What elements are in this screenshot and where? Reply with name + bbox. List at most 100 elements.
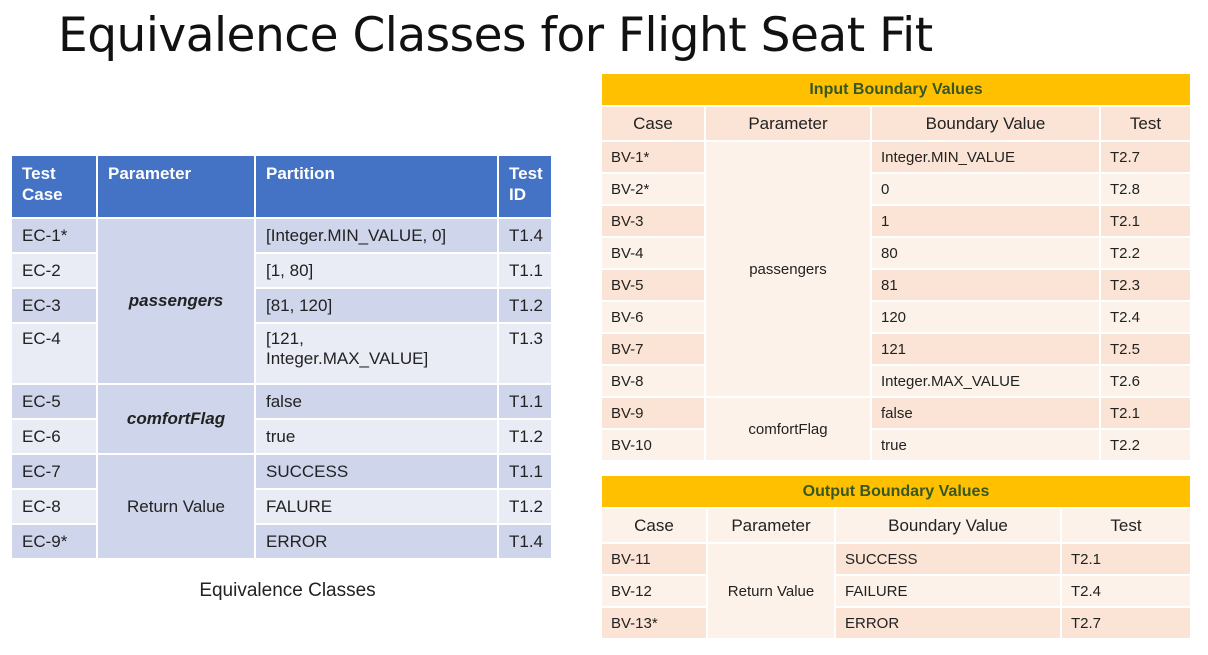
case-cell: BV-7 bbox=[600, 332, 706, 366]
case-cell: EC-3 bbox=[10, 287, 98, 324]
case-cell: BV-11 bbox=[600, 542, 708, 576]
test-cell: T2.1 bbox=[1098, 204, 1193, 238]
test-cell: T2.4 bbox=[1060, 574, 1192, 608]
boundary-value-cell: 121 bbox=[870, 332, 1101, 366]
partition-cell: [1, 80] bbox=[254, 252, 499, 289]
case-cell: BV-5 bbox=[600, 268, 706, 302]
test-cell: T2.6 bbox=[1098, 364, 1193, 398]
partition-cell: [81, 120] bbox=[254, 287, 499, 324]
boundary-value-cell: SUCCESS bbox=[834, 542, 1062, 576]
test-cell: T2.2 bbox=[1098, 236, 1193, 270]
table-row: EC-5 comfortFlag false T1.1 bbox=[10, 383, 553, 455]
boundary-value-cell: 120 bbox=[870, 300, 1101, 334]
table-header-row: Case Parameter Boundary Value Test bbox=[600, 507, 1192, 544]
boundary-value-cell: 81 bbox=[870, 268, 1101, 302]
parameter-cell: Return Value bbox=[96, 453, 256, 560]
boundary-value-cell: 80 bbox=[870, 236, 1101, 270]
column-header-parameter: Parameter bbox=[706, 507, 836, 544]
test-id-cell: T1.2 bbox=[497, 418, 553, 455]
table-row: BV-10 true T2.2 bbox=[600, 428, 1193, 462]
test-id-cell: T1.3 bbox=[497, 322, 553, 385]
table-row: EC-1* passengers [Integer.MIN_VALUE, 0] … bbox=[10, 217, 553, 385]
table-row: EC-6 true T1.2 bbox=[10, 418, 553, 455]
test-id-cell: T1.4 bbox=[497, 217, 553, 254]
table-row: BV-2* 0 T2.8 bbox=[600, 172, 1193, 206]
test-id-cell: T1.2 bbox=[497, 287, 553, 324]
test-id-cell: T1.4 bbox=[497, 523, 553, 560]
case-cell: BV-8 bbox=[600, 364, 706, 398]
boundary-value-cell: Integer.MAX_VALUE bbox=[870, 364, 1101, 398]
table-row: BV-1* passengers Integer.MIN_VALUE T2.7 bbox=[600, 140, 1193, 398]
partition-cell: true bbox=[254, 418, 499, 455]
column-header-parameter: Parameter bbox=[704, 105, 872, 142]
column-header-parameter: Parameter bbox=[96, 154, 256, 219]
case-cell: EC-1* bbox=[10, 217, 98, 254]
case-cell: BV-1* bbox=[600, 140, 706, 174]
input-boundary-values-table: Input Boundary Values Case Parameter Bou… bbox=[599, 72, 1193, 462]
case-cell: BV-10 bbox=[600, 428, 706, 462]
table-row: EC-8 FALURE T1.2 bbox=[10, 488, 553, 525]
test-cell: T2.3 bbox=[1098, 268, 1193, 302]
table-header-row: Test Case Parameter Partition Test ID bbox=[10, 154, 553, 219]
case-cell: EC-4 bbox=[10, 322, 98, 385]
table-row: BV-11 Return Value SUCCESS T2.1 bbox=[600, 542, 1192, 640]
test-cell: T2.1 bbox=[1060, 542, 1192, 576]
column-header-partition: Partition bbox=[254, 154, 499, 219]
table-row: BV-3 1 T2.1 bbox=[600, 204, 1193, 238]
table-header-row: Case Parameter Boundary Value Test bbox=[600, 105, 1193, 142]
parameter-cell: passengers bbox=[96, 217, 256, 385]
output-boundary-values-heading: Output Boundary Values bbox=[600, 474, 1192, 509]
case-cell: BV-3 bbox=[600, 204, 706, 238]
table-row: EC-7 Return Value SUCCESS T1.1 bbox=[10, 453, 553, 560]
partition-cell: SUCCESS bbox=[254, 453, 499, 490]
column-header-test: Test bbox=[1098, 105, 1193, 142]
equivalence-classes-table: Test Case Parameter Partition Test ID EC… bbox=[10, 154, 553, 560]
test-id-cell: T1.1 bbox=[497, 453, 553, 490]
case-cell: BV-9 bbox=[600, 396, 706, 430]
table-row: BV-5 81 T2.3 bbox=[600, 268, 1193, 302]
partition-cell: [Integer.MIN_VALUE, 0] bbox=[254, 217, 499, 254]
table-row: EC-9* ERROR T1.4 bbox=[10, 523, 553, 560]
table-row: BV-7 121 T2.5 bbox=[600, 332, 1193, 366]
parameter-cell: passengers bbox=[704, 140, 872, 398]
table-caption: Equivalence Classes bbox=[199, 580, 376, 601]
boundary-value-cell: true bbox=[870, 428, 1101, 462]
partition-cell: false bbox=[254, 383, 499, 420]
test-cell: T2.2 bbox=[1098, 428, 1193, 462]
table-row: BV-4 80 T2.2 bbox=[600, 236, 1193, 270]
table-row: EC-4 [121, Integer.MAX_VALUE] T1.3 bbox=[10, 322, 553, 385]
input-boundary-values-heading: Input Boundary Values bbox=[599, 72, 1193, 107]
parameter-cell: comfortFlag bbox=[704, 396, 872, 462]
output-boundary-values-table: Output Boundary Values Case Parameter Bo… bbox=[600, 474, 1192, 640]
column-header-test: Test bbox=[1060, 507, 1192, 544]
table-row: EC-3 [81, 120] T1.2 bbox=[10, 287, 553, 324]
case-cell: EC-2 bbox=[10, 252, 98, 289]
test-cell: T2.8 bbox=[1098, 172, 1193, 206]
case-cell: EC-5 bbox=[10, 383, 98, 420]
test-id-cell: T1.1 bbox=[497, 252, 553, 289]
slide-title: Equivalence Classes for Flight Seat Fit bbox=[58, 8, 933, 63]
case-cell: EC-6 bbox=[10, 418, 98, 455]
partition-cell: FALURE bbox=[254, 488, 499, 525]
boundary-value-cell: FAILURE bbox=[834, 574, 1062, 608]
column-header-case: Case bbox=[600, 105, 706, 142]
table-row: BV-12 FAILURE T2.4 bbox=[600, 574, 1192, 608]
table-row: BV-8 Integer.MAX_VALUE T2.6 bbox=[600, 364, 1193, 398]
case-cell: EC-8 bbox=[10, 488, 98, 525]
case-cell: EC-9* bbox=[10, 523, 98, 560]
partition-cell: ERROR bbox=[254, 523, 499, 560]
boundary-value-cell: Integer.MIN_VALUE bbox=[870, 140, 1101, 174]
test-cell: T2.4 bbox=[1098, 300, 1193, 334]
case-cell: BV-6 bbox=[600, 300, 706, 334]
column-header-case: Case bbox=[600, 507, 708, 544]
test-cell: T2.5 bbox=[1098, 332, 1193, 366]
boundary-value-cell: false bbox=[870, 396, 1101, 430]
boundary-value-cell: 0 bbox=[870, 172, 1101, 206]
column-header-boundary-value: Boundary Value bbox=[834, 507, 1062, 544]
table-row: BV-6 120 T2.4 bbox=[600, 300, 1193, 334]
partition-cell: [121, Integer.MAX_VALUE] bbox=[254, 322, 499, 385]
boundary-value-cell: 1 bbox=[870, 204, 1101, 238]
column-header-boundary-value: Boundary Value bbox=[870, 105, 1101, 142]
boundary-value-cell: ERROR bbox=[834, 606, 1062, 640]
table-row: EC-2 [1, 80] T1.1 bbox=[10, 252, 553, 289]
